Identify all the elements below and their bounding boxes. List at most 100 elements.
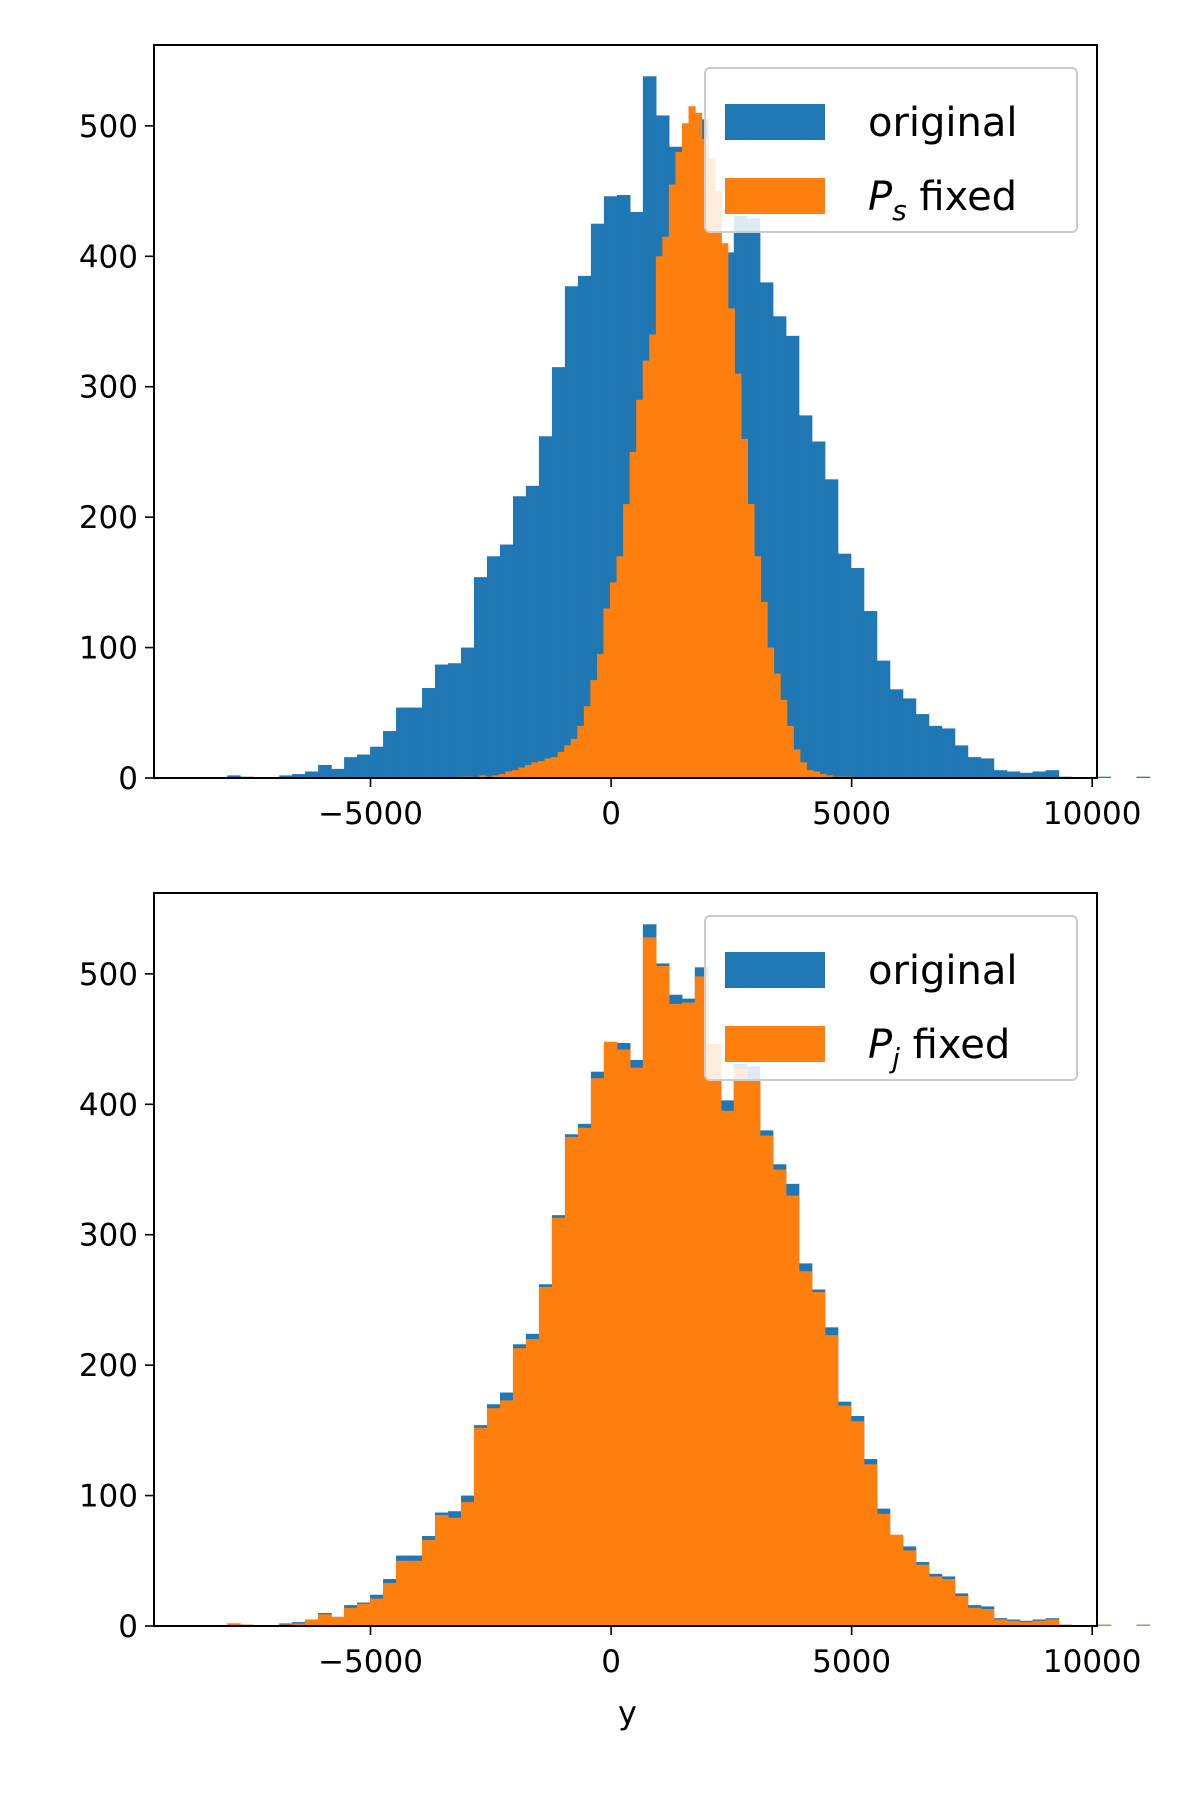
histogram-bar (760, 601, 768, 778)
histogram-bar (980, 1609, 995, 1626)
y-tick-label: 100 (79, 1479, 138, 1515)
histogram-bar (799, 762, 807, 778)
histogram-bar (1097, 776, 1112, 778)
histogram-bar (655, 966, 670, 1626)
histogram-bar (695, 112, 703, 778)
y-tick-label: 400 (79, 1087, 138, 1123)
histogram-bar (596, 654, 605, 778)
y-tick-label: 200 (79, 1348, 138, 1384)
histogram-bar (993, 1619, 1008, 1626)
legend-swatch-original (725, 952, 825, 988)
histogram-bar (616, 1049, 631, 1626)
x-tick-label: 5000 (812, 1644, 891, 1680)
histogram-bar (577, 275, 592, 778)
histogram-bar (479, 775, 487, 778)
histogram-bar (1032, 771, 1047, 778)
histogram-bar (915, 714, 930, 778)
histogram-bar (461, 647, 475, 778)
histogram-bar (357, 1603, 371, 1626)
histogram-bar (720, 1110, 735, 1626)
histogram-bar (544, 758, 552, 778)
histogram-bar (668, 184, 677, 778)
x-tick-label: −5000 (318, 796, 423, 832)
histogram-bar (583, 706, 591, 778)
histogram-bar (422, 688, 436, 778)
histogram-bar (993, 770, 1008, 778)
histogram-bar (396, 1560, 410, 1626)
histogram-bar (557, 751, 565, 778)
legend-label-fixed: Pj fixed (868, 1022, 1010, 1075)
histogram-bar (279, 1623, 293, 1626)
y-tick-label: 300 (79, 1218, 138, 1254)
histogram-bar (649, 334, 657, 778)
histogram-bar (662, 236, 670, 779)
histogram-bar (551, 367, 566, 778)
histogram-bar (681, 123, 690, 778)
histogram-bar (863, 611, 878, 778)
histogram-bar (525, 485, 540, 778)
histogram-bar (740, 438, 749, 778)
histogram-bar (486, 1408, 501, 1626)
axes-frame (153, 892, 1098, 1627)
histogram-bar (505, 771, 513, 778)
top-histogram-panel: −5000 0 5000 10000 0 100 200 300 400 500 original P… (79, 44, 1151, 832)
histogram-bar (331, 768, 345, 778)
histogram-bar (928, 725, 943, 778)
histogram-bar (811, 441, 826, 778)
histogram-bar (967, 757, 982, 778)
histogram-bar (1045, 1619, 1060, 1626)
histogram-bar (370, 1598, 384, 1626)
histogram-bar (610, 582, 618, 778)
x-axis-label: y (618, 1694, 637, 1732)
histogram-bar (863, 1464, 878, 1626)
histogram-bar (772, 1169, 787, 1626)
y-tick-label: 500 (79, 957, 138, 993)
histogram-bar (1136, 1624, 1151, 1626)
histogram-bar (511, 770, 519, 778)
histogram-bar (1019, 1622, 1034, 1626)
x-tick-label: 5000 (812, 796, 891, 832)
histogram-bar (518, 767, 526, 778)
histogram-bar (767, 647, 775, 778)
histogram-bar (850, 1421, 865, 1626)
histogram-bar (772, 316, 787, 778)
histogram-bar (675, 151, 683, 778)
histogram-bar (409, 707, 423, 778)
y-tick-label: 300 (79, 370, 138, 406)
histogram-bar (409, 1560, 423, 1626)
histogram-bar (902, 1550, 917, 1626)
histogram-bar (928, 1576, 943, 1626)
histogram-bar (850, 568, 865, 778)
histogram-bar (564, 286, 579, 778)
histogram-bar (551, 1217, 566, 1626)
histogram-bar (876, 660, 891, 778)
histogram-bar (798, 415, 813, 778)
histogram-bar (811, 1292, 826, 1626)
histogram-bar (980, 758, 995, 778)
histogram-bar (448, 1517, 462, 1626)
histogram-bar (694, 976, 709, 1626)
y-tick-label: 0 (118, 1609, 138, 1645)
histogram-bar (499, 544, 514, 778)
histogram-bar (837, 553, 852, 778)
histogram-bar (889, 689, 904, 778)
histogram-bar (655, 256, 663, 778)
histogram-bar (1006, 1620, 1021, 1626)
y-tick-label: 400 (79, 239, 138, 275)
legend-label-original: original (868, 948, 1018, 994)
histogram-bar (1045, 770, 1060, 778)
histogram-bar (824, 1335, 839, 1626)
histogram-bar (435, 1515, 449, 1626)
histogram-bar (1136, 776, 1151, 778)
histogram-bar (786, 725, 794, 778)
histogram-bar (318, 764, 332, 778)
histogram-bar (590, 1078, 605, 1626)
histogram-bar (1006, 771, 1021, 778)
x-tick-label: 0 (601, 1644, 621, 1680)
series-fixed (459, 106, 853, 779)
histogram-bar (721, 243, 729, 778)
histogram-bar (396, 707, 410, 778)
histogram-bar (734, 373, 742, 778)
histogram-bar (551, 757, 559, 778)
